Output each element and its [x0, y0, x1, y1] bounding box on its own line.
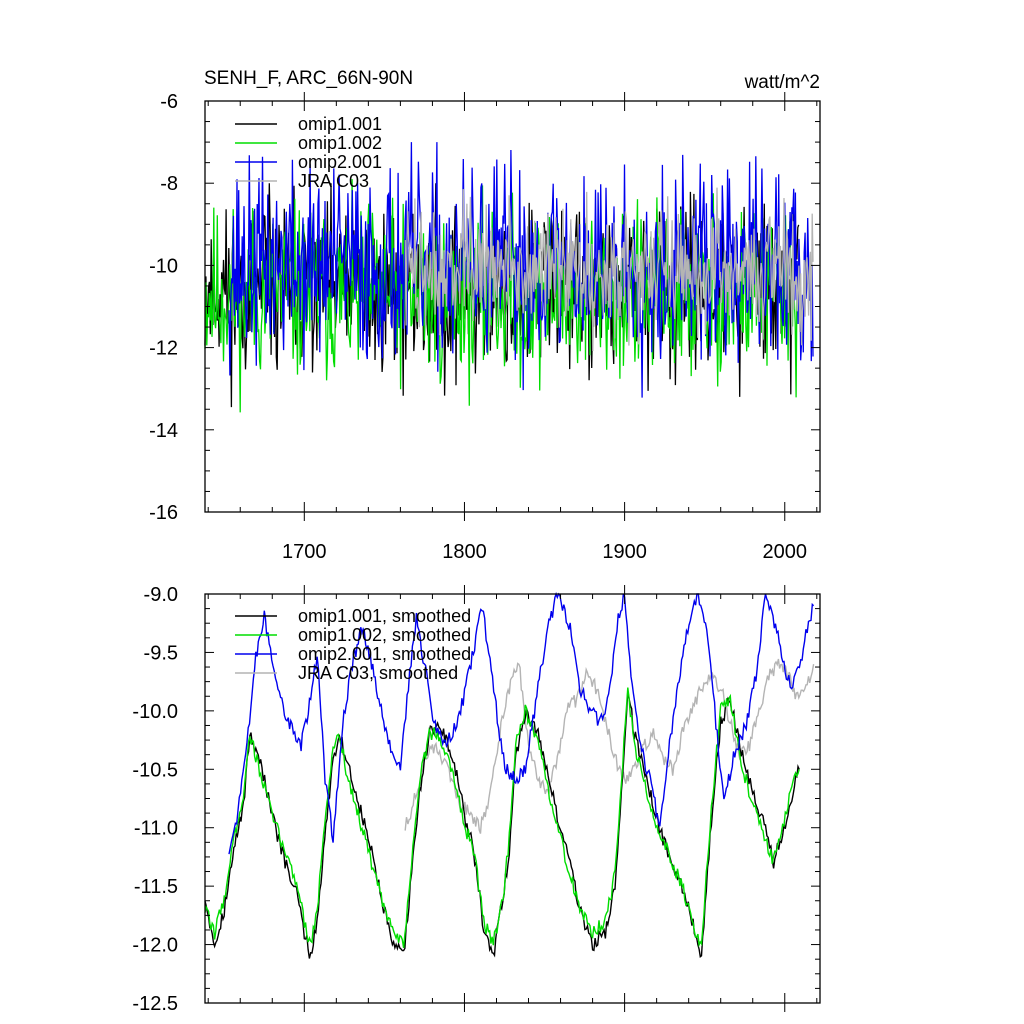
top-legend-item-omip2-001: omip2.001 — [235, 152, 382, 172]
top-legend-label: omip2.001 — [298, 152, 382, 172]
top-x-tick-labels: 1700 1800 1900 2000 — [282, 541, 807, 563]
top-legend-label: JRA C03 — [298, 171, 369, 191]
bottom-panel: -12.5 -12.0 -11.5 -11.0 -10.5 -10.0 -9.5 -9.0 o… — [132, 584, 821, 1015]
top-series-group — [204, 142, 814, 413]
bottom-y-tick-label: -10.0 — [132, 701, 178, 723]
bottom-legend-label: omip1.001, smoothed — [298, 606, 471, 626]
bottom-series-jra-c03-smoothed — [404, 658, 815, 834]
top-x-tick-label: 1900 — [602, 541, 647, 563]
top-legend-label: omip1.002 — [298, 133, 382, 153]
bottom-y-tick-label: -9.0 — [144, 584, 178, 606]
top-x-tick-label: 1800 — [442, 541, 487, 563]
top-panel: -16 -14 -12 -10 -8 -6 1700 1800 1900 2000 omip1.… — [149, 91, 821, 563]
bottom-y-tick-label: -10.5 — [132, 759, 178, 781]
bottom-y-tick-label: -11.5 — [134, 876, 178, 898]
bottom-legend-item-omip1-001-smoothed: omip1.001, smoothed — [235, 606, 471, 626]
top-axis-ticks — [205, 92, 820, 521]
top-y-tick-labels: -16 -14 -12 -10 -8 -6 — [149, 91, 178, 524]
top-series-omip2-001 — [228, 142, 814, 398]
bottom-plot-frame — [204, 593, 821, 1004]
bottom-y-tick-label: -11.0 — [134, 818, 178, 840]
figure-title: SENH_F, ARC_66N-90N — [204, 68, 413, 89]
top-y-tick-label: -6 — [160, 91, 178, 113]
bottom-legend-item-omip2-001-smoothed: omip2.001, smoothed — [235, 644, 471, 664]
bottom-series-omip1-002-smoothed — [204, 687, 800, 949]
bottom-legend-label: omip2.001, smoothed — [298, 644, 471, 664]
top-series-omip1-002 — [204, 179, 800, 413]
bottom-axis-ticks — [205, 585, 820, 1012]
bottom-y-tick-label: -12.5 — [132, 993, 178, 1015]
top-legend-label: omip1.001 — [298, 114, 382, 134]
bottom-y-tick-labels: -12.5 -12.0 -11.5 -11.0 -10.5 -10.0 -9.5 -9.0 — [132, 584, 178, 1015]
bottom-legend-label: JRA C03, smoothed — [298, 663, 458, 683]
top-y-tick-label: -10 — [149, 255, 178, 277]
top-legend-item-omip1-001: omip1.001 — [235, 114, 382, 134]
bottom-series-group — [204, 591, 815, 959]
top-x-tick-label: 1700 — [282, 541, 327, 563]
top-series-jra-c03 — [404, 187, 814, 352]
top-legend-item-jra-c03: JRA C03 — [235, 171, 369, 191]
top-y-tick-label: -8 — [160, 173, 178, 195]
bottom-legend-label: omip1.002, smoothed — [298, 625, 471, 645]
top-x-tick-label: 2000 — [763, 541, 808, 563]
top-plot-frame — [204, 100, 821, 513]
bottom-y-tick-label: -9.5 — [144, 642, 178, 664]
bottom-legend-item-omip1-002-smoothed: omip1.002, smoothed — [235, 625, 471, 645]
bottom-legend-item-jra-c03-smoothed: JRA C03, smoothed — [235, 663, 458, 683]
bottom-y-tick-label: -12.0 — [132, 935, 178, 957]
top-y-tick-label: -12 — [149, 338, 178, 360]
bottom-series-omip1-001-smoothed — [204, 690, 800, 959]
top-y-tick-label: -16 — [149, 502, 178, 524]
top-legend-item-omip1-002: omip1.002 — [235, 133, 382, 153]
bottom-series-omip2-001-smoothed — [228, 591, 815, 855]
top-y-tick-label: -14 — [149, 420, 178, 442]
figure-units-label: watt/m^2 — [744, 72, 820, 93]
